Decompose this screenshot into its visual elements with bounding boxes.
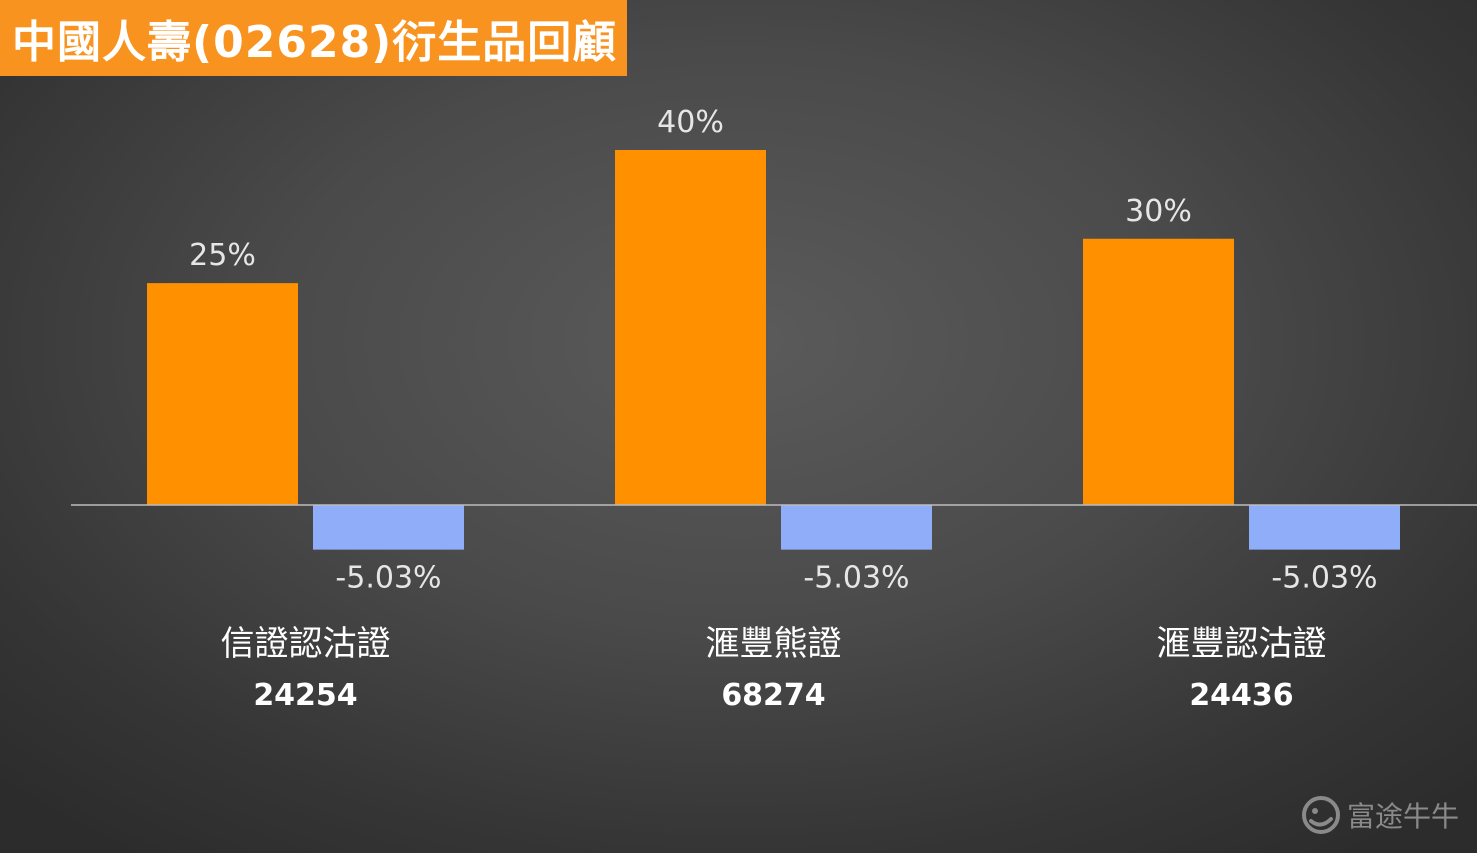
data-label-positive-1: 25% — [189, 238, 256, 273]
category-code-3: 24436 — [1189, 678, 1293, 713]
chart-title: 中國人壽(02628)衍生品回顧 — [12, 17, 618, 68]
data-label-negative-3: -5.03% — [1271, 561, 1377, 596]
watermark-text: 富途牛牛 — [1346, 800, 1459, 833]
category-name-1: 信證認沽證 — [221, 624, 391, 664]
data-label-positive-2: 40% — [657, 105, 724, 140]
data-label-positive-3: 30% — [1125, 194, 1192, 229]
bar-negative-1 — [313, 505, 464, 550]
watermark: 富途牛牛 — [1301, 795, 1459, 835]
chart-title-banner: 中國人壽(02628)衍生品回顧 — [0, 0, 628, 76]
category-code-2: 68274 — [721, 678, 825, 713]
bar-positive-1 — [147, 283, 298, 505]
data-label-negative-2: -5.03% — [803, 561, 909, 596]
bar-negative-3 — [1249, 505, 1400, 550]
category-code-1: 24254 — [253, 678, 357, 713]
category-name-3: 滙豐認沽證 — [1157, 624, 1327, 664]
futu-logo-icon — [1301, 796, 1340, 834]
bar-negative-2 — [781, 505, 932, 550]
bar-positive-2 — [615, 150, 766, 505]
bar-positive-3 — [1083, 238, 1234, 505]
data-label-negative-1: -5.03% — [335, 561, 441, 596]
category-name-2: 滙豐熊證 — [706, 624, 842, 664]
